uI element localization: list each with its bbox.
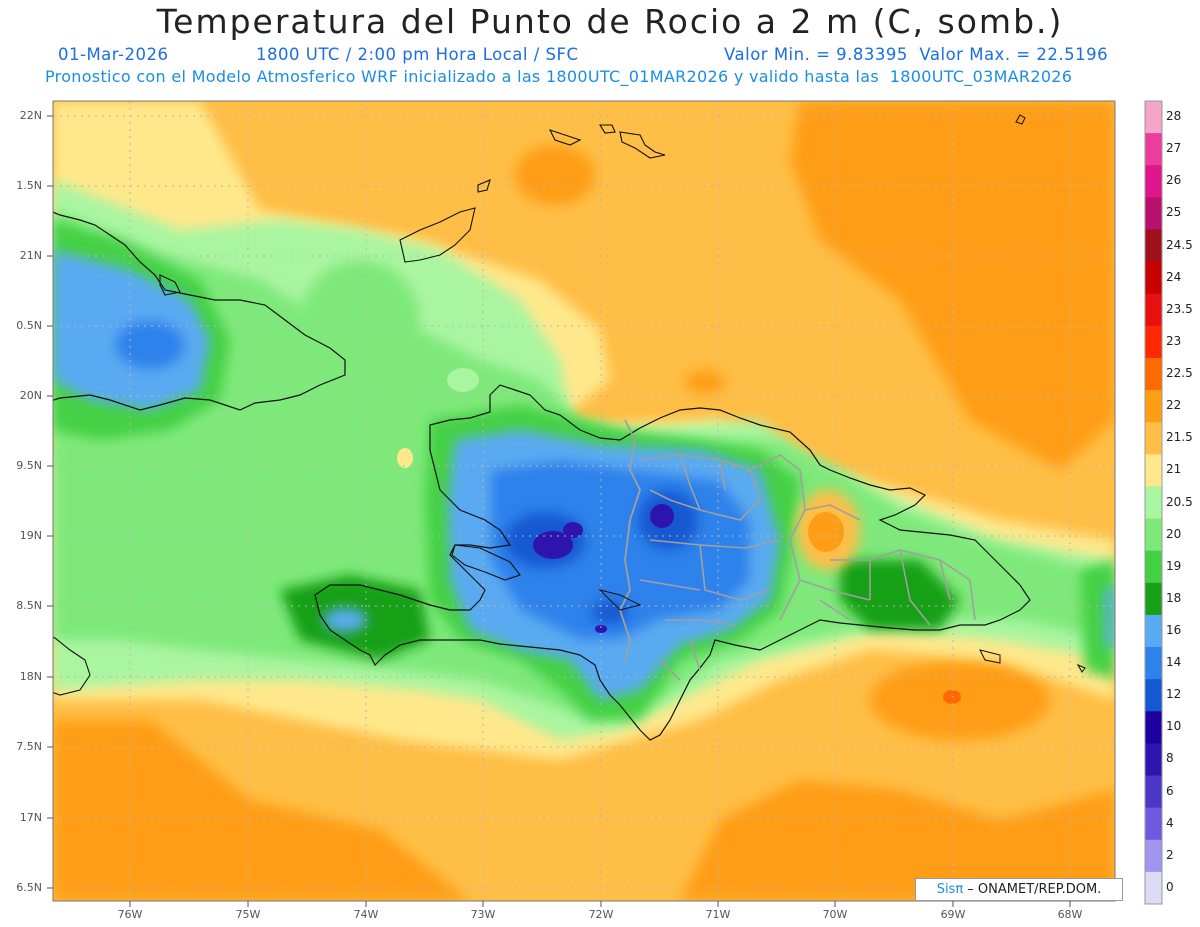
- color-scale-label: 21.5: [1166, 430, 1193, 445]
- lon-label: 69W: [940, 908, 966, 921]
- color-scale-swatch: [1145, 422, 1162, 455]
- lon-label: 68W: [1057, 908, 1083, 921]
- lat-label: 20N: [19, 389, 42, 402]
- credit-box: Sisπ – ONAMET/REP.DOM.: [915, 878, 1123, 901]
- color-scale-label: 28: [1166, 109, 1182, 124]
- color-scale-label: 12: [1166, 687, 1182, 702]
- lat-label: 19N: [19, 529, 42, 542]
- color-scale-swatch: [1145, 229, 1162, 263]
- lat-label: 7.5N: [16, 740, 42, 753]
- minimum-core: [533, 531, 573, 559]
- color-scale-swatch: [1145, 293, 1162, 327]
- lat-label: 6.5N: [16, 881, 42, 894]
- color-scale-label: 4: [1166, 815, 1174, 830]
- lat-label: 0.5N: [16, 319, 42, 332]
- color-scale-label: 22: [1166, 398, 1182, 413]
- lat-label: 22N: [19, 109, 42, 122]
- color-scale-label: 6: [1166, 783, 1174, 798]
- color-scale-swatch: [1145, 165, 1162, 198]
- color-scale-label: 25: [1166, 205, 1182, 220]
- color-scale-label: 27: [1166, 141, 1182, 156]
- color-scale-label: 14: [1166, 655, 1182, 670]
- coastlines: [53, 114, 1086, 741]
- color-scale-label: 16: [1166, 622, 1182, 637]
- color-scale-swatch: [1145, 518, 1162, 552]
- lat-label: 21N: [19, 249, 42, 262]
- color-scale-swatch: [1145, 839, 1162, 873]
- lon-label: 76W: [117, 908, 143, 921]
- lat-label: 17N: [19, 811, 42, 824]
- color-scale-swatch: [1145, 582, 1162, 616]
- color-scale-swatch: [1145, 357, 1162, 391]
- color-scale-label: 22.5: [1166, 366, 1193, 381]
- color-scale-swatch: [1145, 614, 1162, 648]
- color-scale-swatch: [1145, 711, 1162, 744]
- field-shading: [53, 101, 1115, 901]
- lat-label: 9.5N: [16, 459, 42, 472]
- color-scale-label: 24: [1166, 269, 1182, 284]
- color-scale-swatch: [1145, 486, 1162, 520]
- model-info: Pronostico con el Modelo Atmosferico WRF…: [45, 67, 1073, 86]
- color-scale-label: 19: [1166, 558, 1182, 573]
- min-max-values: Valor Min. = 9.83395 Valor Max. = 22.519…: [724, 45, 1109, 64]
- color-scale-swatch: [1145, 390, 1162, 423]
- color-scale-swatch: [1145, 261, 1162, 295]
- color-scale-label: 2: [1166, 847, 1174, 862]
- color-scale-swatch: [1145, 871, 1162, 905]
- color-scale-label: 0: [1166, 879, 1174, 894]
- color-scale-label: 20: [1166, 526, 1182, 541]
- color-scale-label: 23.5: [1166, 301, 1193, 316]
- lon-label: 75W: [235, 908, 261, 921]
- color-scale-swatch: [1145, 775, 1162, 809]
- color-scale-swatch: [1145, 325, 1162, 359]
- credit-text: – ONAMET/REP.DOM.: [963, 882, 1102, 897]
- lon-label: 74W: [353, 908, 379, 921]
- lat-label: 1.5N: [16, 179, 42, 192]
- color-scale-swatch: [1145, 454, 1162, 487]
- lat-label: 18N: [19, 670, 42, 683]
- forecast-time: 1800 UTC / 2:00 pm Hora Local / SFC: [256, 45, 579, 64]
- color-scale-label: 10: [1166, 719, 1182, 734]
- color-scale-label: 20.5: [1166, 494, 1193, 509]
- lon-label: 70W: [822, 908, 848, 921]
- color-scale-label: 18: [1166, 590, 1182, 605]
- lon-label: 72W: [588, 908, 614, 921]
- lat-label: 8.5N: [16, 599, 42, 612]
- color-scale-label: 26: [1166, 173, 1182, 188]
- color-scale-label: 23: [1166, 333, 1182, 348]
- color-scale-swatch: [1145, 550, 1162, 584]
- color-scale-label: 24.5: [1166, 237, 1193, 252]
- graticule: [53, 101, 1115, 901]
- color-scale-swatch: [1145, 101, 1162, 134]
- color-scale-swatch: [1145, 679, 1162, 712]
- color-scale-label: 8: [1166, 751, 1174, 766]
- credit-brand: Sisπ: [936, 882, 964, 897]
- color-scale-swatch: [1145, 133, 1162, 166]
- color-scale-swatch: [1145, 743, 1162, 777]
- color-scale-bar: [1145, 101, 1162, 905]
- color-scale-swatch: [1145, 197, 1162, 230]
- color-scale-swatch: [1145, 647, 1162, 680]
- map-title: Temperatura del Punto de Rocio a 2 m (C,…: [156, 2, 1064, 41]
- axis-ticks: [47, 115, 1071, 907]
- color-scale-swatch: [1145, 807, 1162, 841]
- color-scale-label: 21: [1166, 462, 1182, 477]
- lon-label: 71W: [705, 908, 731, 921]
- lon-label: 73W: [470, 908, 496, 921]
- maximum-spot: [943, 690, 961, 704]
- forecast-date: 01-Mar-2026: [58, 45, 169, 64]
